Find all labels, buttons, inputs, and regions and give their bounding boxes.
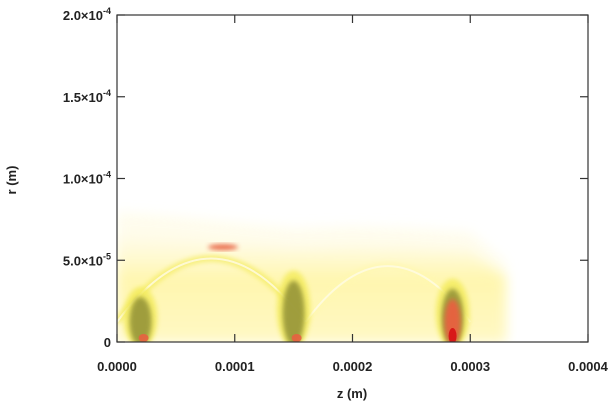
y-tick-label: 0 bbox=[104, 335, 111, 350]
x-tick-label: 0.0004 bbox=[568, 359, 609, 374]
x-tick-label: 0.0002 bbox=[333, 359, 373, 374]
hot-column-core bbox=[444, 299, 461, 342]
x-tick-label: 0.0003 bbox=[450, 359, 490, 374]
field-envelope bbox=[117, 235, 506, 342]
x-tick-label: 0.0001 bbox=[215, 359, 255, 374]
x-axis-title: z (m) bbox=[337, 386, 367, 401]
y-axis-ticks: 0 5.0×10-5 1.0×10-4 1.5×10-4 2.0×10-4 bbox=[63, 6, 588, 350]
hot-column-peak bbox=[448, 328, 457, 342]
y-tick-label: 1.5×10-4 bbox=[63, 88, 111, 105]
hot-column-spot bbox=[138, 334, 149, 342]
x-axis-ticks: 0.0000 0.0001 0.0002 0.0003 0.0004 bbox=[97, 15, 609, 374]
heatmap-layer bbox=[117, 212, 506, 342]
hot-column bbox=[282, 280, 305, 342]
hot-column-spot bbox=[291, 334, 302, 342]
y-tick-label: 5.0×10-5 bbox=[63, 251, 111, 268]
y-axis-title: r (m) bbox=[4, 166, 19, 195]
y-tick-label: 1.0×10-4 bbox=[63, 170, 111, 187]
hot-column bbox=[129, 296, 152, 342]
y-tick-label: 2.0×10-4 bbox=[63, 6, 111, 23]
hot-spot bbox=[207, 244, 238, 251]
x-tick-label: 0.0000 bbox=[97, 359, 137, 374]
plot-area bbox=[117, 15, 588, 342]
